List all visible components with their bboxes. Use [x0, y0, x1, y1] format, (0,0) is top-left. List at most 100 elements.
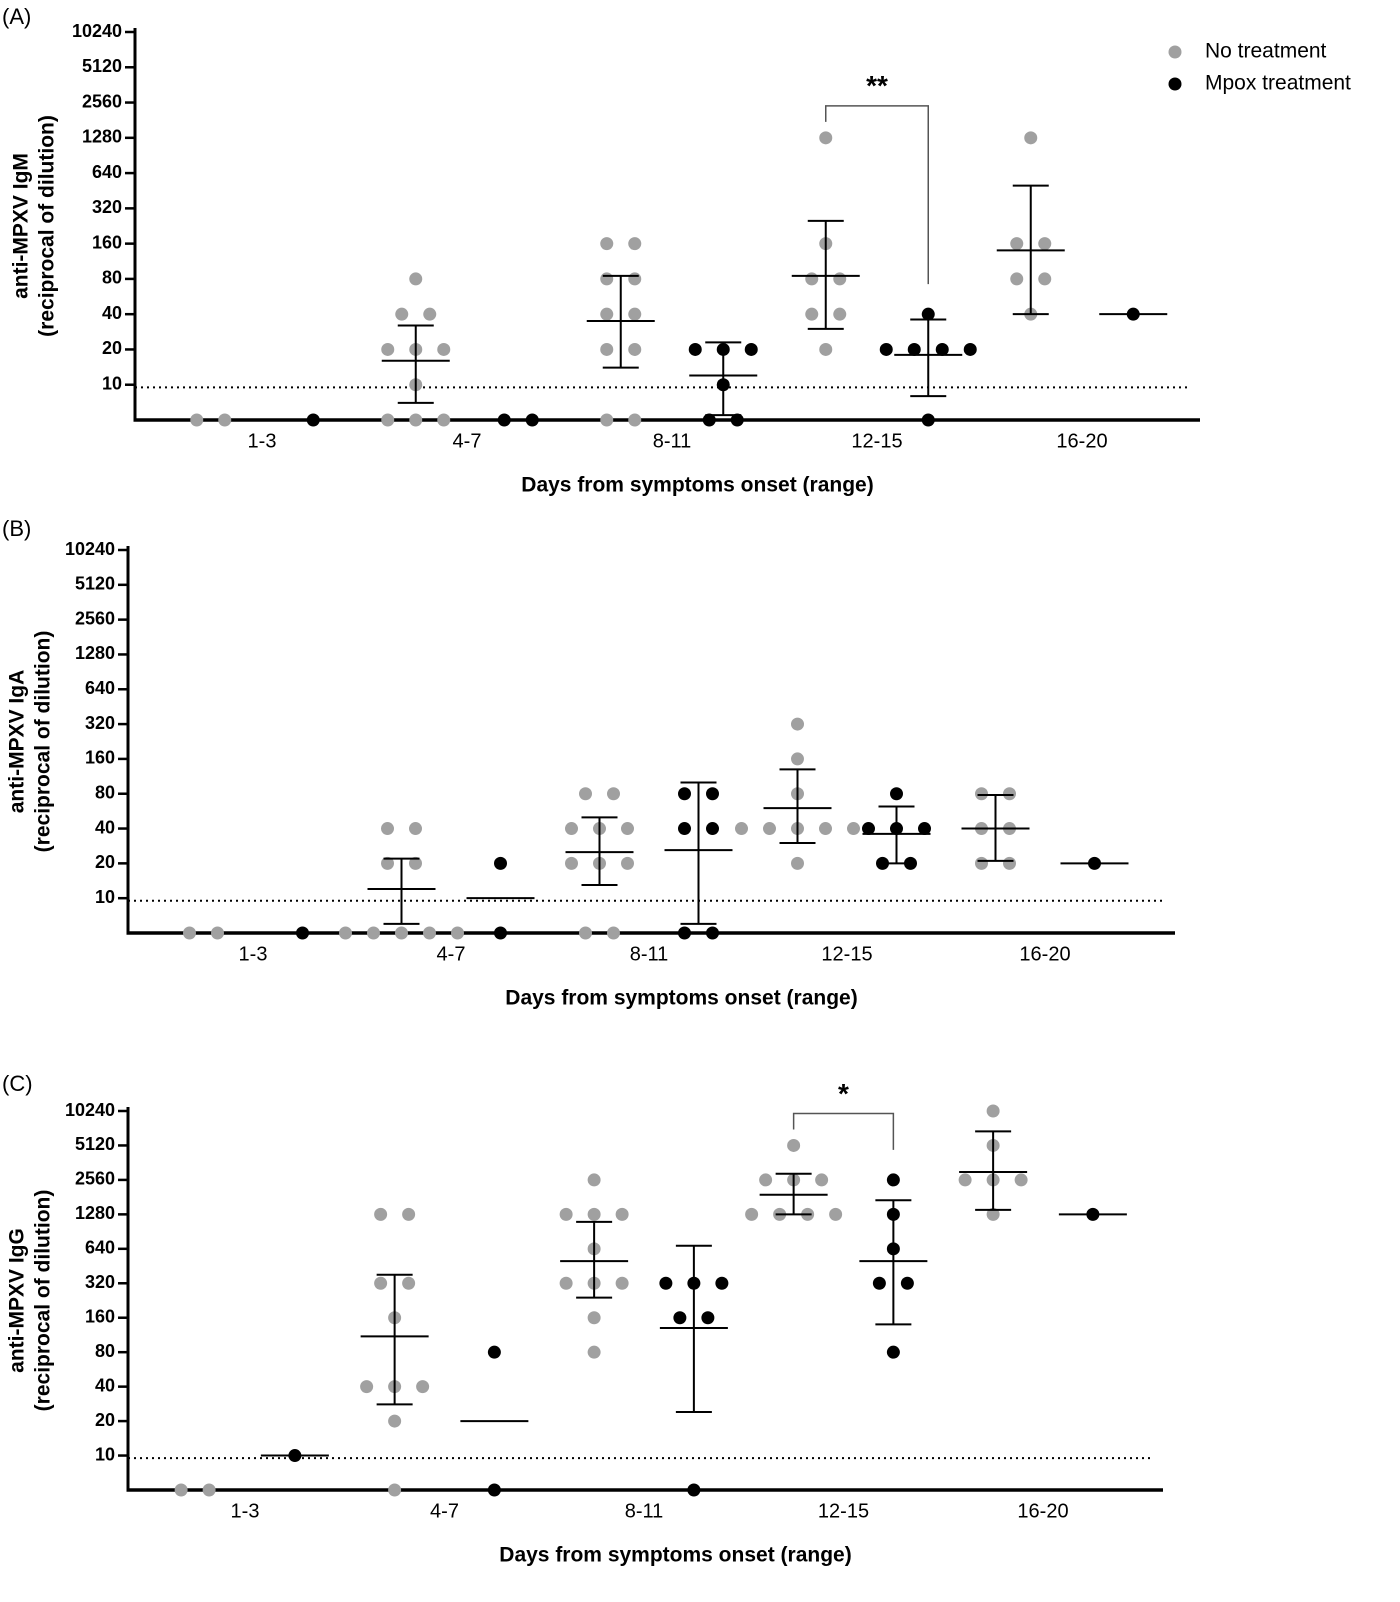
x-tick-label: 16-20: [1056, 430, 1107, 452]
y-tick-label: 2560: [75, 1169, 115, 1189]
data-point: [587, 1311, 601, 1325]
data-point: [607, 787, 620, 801]
data-point: [190, 413, 204, 427]
data-point: [600, 413, 614, 427]
data-point: [437, 342, 451, 356]
data-point: [958, 1173, 972, 1187]
x-tick-label: 12-15: [851, 430, 902, 452]
data-point: [388, 1414, 402, 1428]
data-point: [833, 307, 847, 321]
legend-label: Mpox treatment: [1205, 72, 1351, 95]
data-point: [525, 413, 539, 427]
data-point: [218, 413, 232, 427]
data-point: [628, 413, 642, 427]
data-point: [600, 272, 614, 286]
data-point: [701, 1311, 715, 1325]
data-point: [833, 272, 847, 286]
data-point: [815, 1173, 829, 1187]
y-tick-label: 20: [95, 1410, 115, 1430]
x-axis-title: Days from symptoms onset (range): [499, 1544, 851, 1567]
x-axis-title: Days from symptoms onset (range): [505, 987, 857, 1010]
data-point: [706, 787, 719, 801]
data-point: [497, 413, 511, 427]
data-point: [791, 717, 804, 731]
y-tick-label: 5120: [75, 574, 115, 594]
data-point: [367, 926, 380, 940]
data-point: [687, 1483, 701, 1497]
data-point: [791, 856, 804, 870]
y-tick-label: 80: [95, 1341, 115, 1361]
legend-marker: [1168, 45, 1182, 59]
data-point: [381, 822, 394, 836]
data-point: [935, 342, 949, 356]
y-tick-label: 640: [85, 678, 115, 698]
data-point: [621, 822, 634, 836]
data-point: [1024, 131, 1038, 145]
data-point: [986, 1207, 1000, 1221]
data-point: [587, 1207, 601, 1221]
data-point: [621, 856, 634, 870]
data-point: [759, 1173, 773, 1187]
data-point: [879, 342, 893, 356]
data-point: [819, 822, 832, 836]
y-tick-label: 80: [95, 782, 115, 802]
data-point: [886, 1173, 900, 1187]
x-tick-label: 4-7: [430, 1500, 459, 1522]
y-tick-label: 40: [102, 303, 122, 323]
y-tick-label: 20: [95, 852, 115, 872]
data-point: [615, 1276, 629, 1290]
y-axis-title: (reciprocal of dilution): [32, 1190, 55, 1412]
data-point: [918, 822, 931, 836]
data-point: [494, 926, 507, 940]
y-tick-label: 1280: [82, 127, 122, 147]
data-point: [494, 856, 507, 870]
data-point: [409, 413, 423, 427]
data-point: [628, 237, 642, 251]
data-point: [1038, 237, 1052, 251]
data-point: [607, 926, 620, 940]
legend-marker: [1168, 77, 1182, 91]
y-tick-label: 10: [95, 887, 115, 907]
y-tick-label: 640: [92, 162, 122, 182]
y-tick-label: 5120: [75, 1134, 115, 1154]
data-point: [487, 1345, 501, 1359]
data-point: [388, 1483, 402, 1497]
data-point: [306, 413, 320, 427]
data-point: [381, 856, 394, 870]
y-tick-label: 10240: [65, 1100, 115, 1120]
data-point: [847, 822, 860, 836]
data-point: [487, 1483, 501, 1497]
data-point: [791, 752, 804, 766]
data-point: [787, 1138, 801, 1152]
x-tick-label: 1-3: [231, 1500, 260, 1522]
x-tick-label: 4-7: [453, 430, 482, 452]
x-tick-label: 1-3: [248, 430, 277, 452]
data-point: [202, 1483, 216, 1497]
data-point: [374, 1276, 388, 1290]
data-point: [921, 413, 935, 427]
data-point: [900, 1276, 914, 1290]
y-tick-label: 640: [85, 1238, 115, 1258]
x-tick-label: 8-11: [625, 1500, 664, 1522]
data-point: [409, 822, 422, 836]
data-point: [907, 342, 921, 356]
data-point: [678, 787, 691, 801]
data-point: [600, 307, 614, 321]
data-point: [628, 342, 642, 356]
data-point: [1014, 1173, 1028, 1187]
data-point: [600, 342, 614, 356]
x-tick-label: 8-11: [630, 943, 669, 965]
data-point: [423, 307, 437, 321]
y-tick-label: 1280: [75, 643, 115, 663]
data-point: [600, 237, 614, 251]
data-point: [174, 1483, 188, 1497]
data-point: [360, 1380, 374, 1394]
data-point: [437, 413, 451, 427]
data-point: [423, 926, 436, 940]
data-point: [587, 1345, 601, 1359]
data-point: [402, 1276, 416, 1290]
data-point: [628, 307, 642, 321]
y-tick-label: 320: [92, 197, 122, 217]
data-point: [862, 822, 875, 836]
data-point: [735, 822, 748, 836]
